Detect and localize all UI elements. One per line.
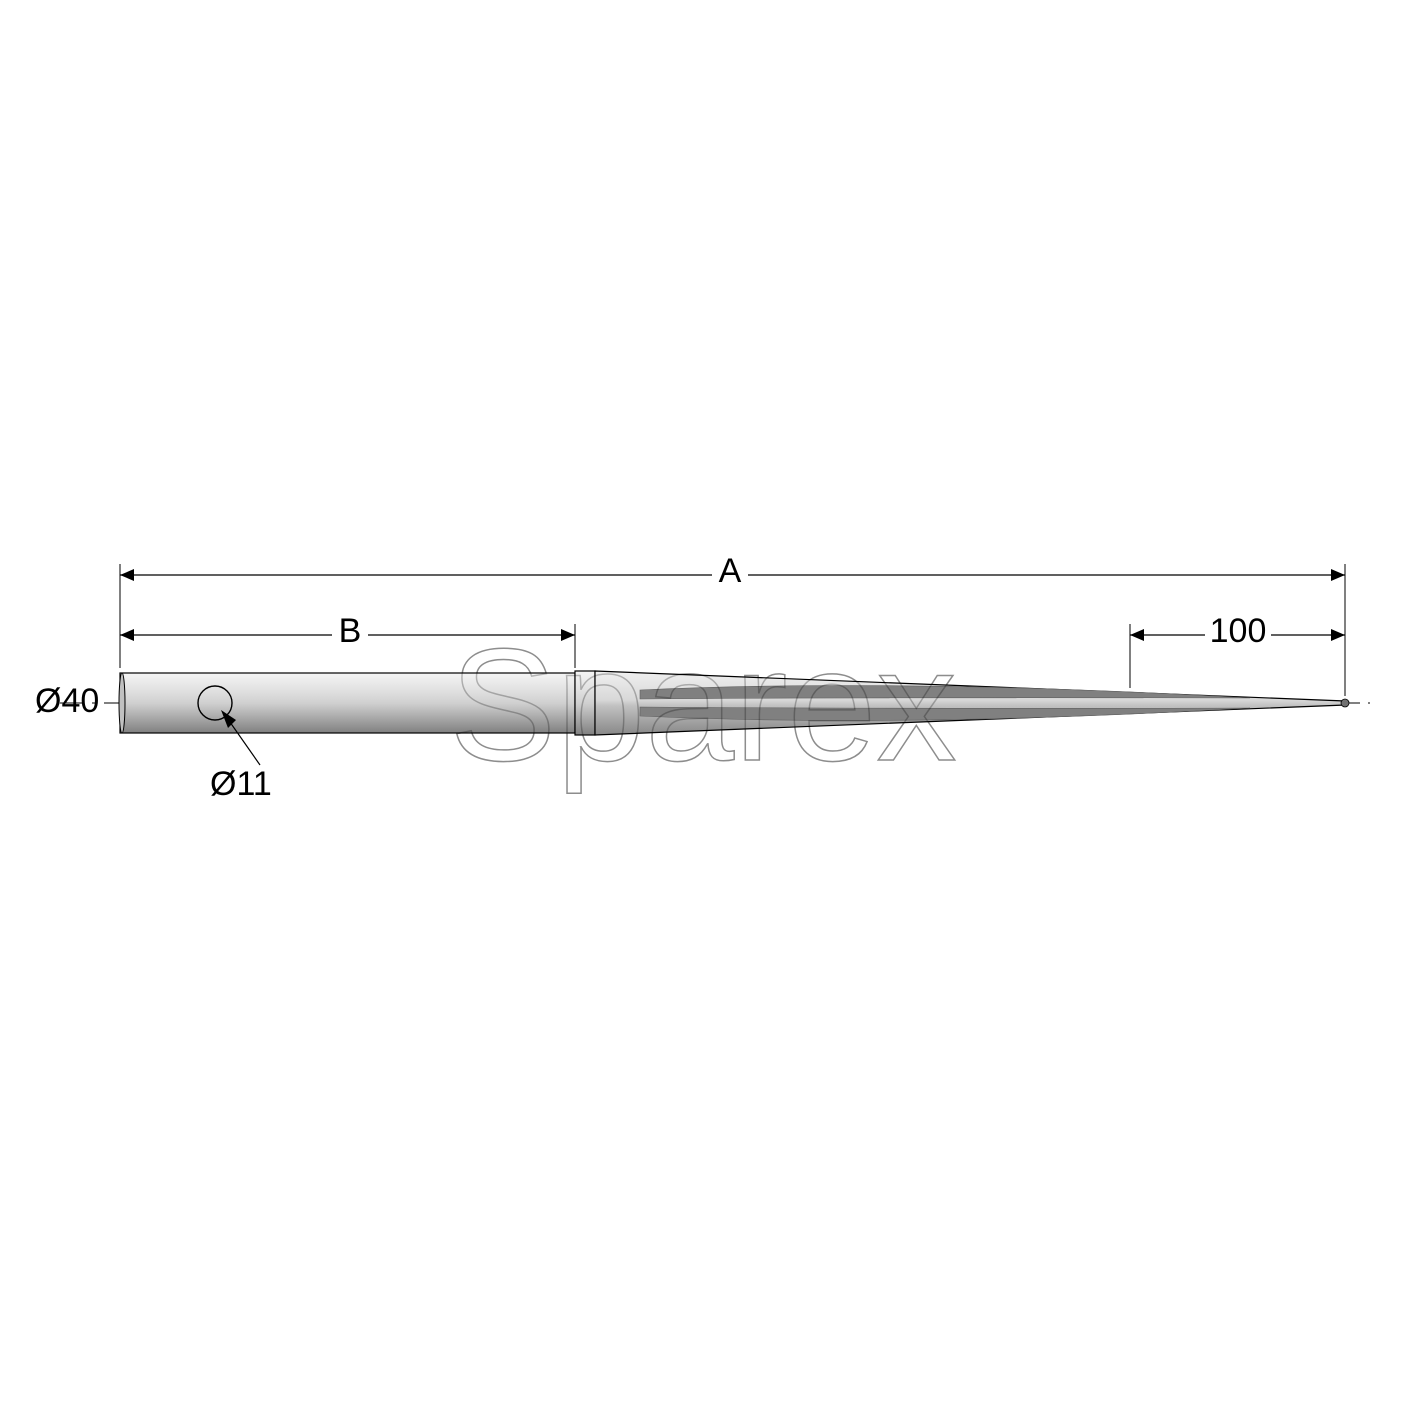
dimension-diam-40: Ø40 (35, 682, 99, 720)
diagram-svg: Sparex (0, 0, 1406, 1406)
watermark-overlay: Sparex (450, 615, 957, 794)
label-diam-40: Ø40 (35, 682, 99, 720)
label-diam-11: Ø11 (210, 765, 272, 803)
dimension-tip-100: 100 (1130, 610, 1345, 688)
watermark-text-overlay: Sparex (450, 615, 957, 794)
label-B: B (339, 612, 362, 650)
label-100: 100 (1210, 612, 1267, 650)
label-A: A (719, 552, 742, 590)
technical-diagram: Sparex (0, 0, 1406, 1406)
